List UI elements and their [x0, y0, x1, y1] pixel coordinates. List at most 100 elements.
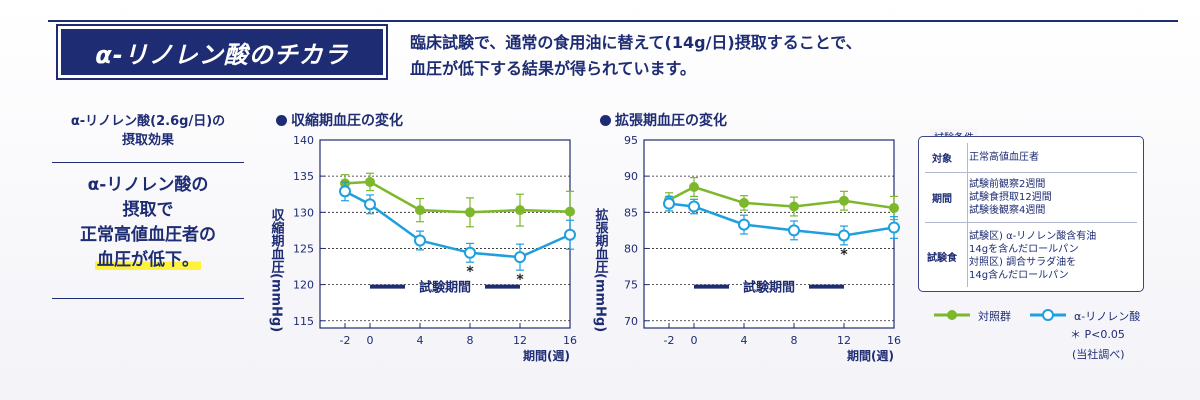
period-label: 試験期間 [743, 280, 795, 296]
side-caption: α-リノレン酸(2.6g/日)の 摂取効果 [52, 112, 244, 150]
x-tick-label: 0 [367, 334, 374, 347]
legend-pvalue: ＊ P<0.05 [1070, 328, 1125, 341]
y-axis-label: 拡張期血圧(mmHg) [593, 207, 609, 332]
bullet-icon [600, 114, 611, 126]
side-divider-bottom [52, 298, 244, 299]
x-tick-label: 4 [417, 334, 424, 347]
significance-mark: * [840, 247, 848, 263]
right-chart-title: 拡張期血圧の変化 [600, 110, 727, 130]
top-rule [48, 20, 1178, 22]
data-point [789, 201, 799, 212]
conditions-value: 試験区) α-リノレン酸含有油 14gを含んだロールパン 対照区) 調合サラダ油… [965, 225, 1143, 287]
right-chart-title-text: 拡張期血圧の変化 [615, 113, 727, 129]
side-caption-line1: α-リノレン酸(2.6g/日)の [70, 114, 226, 129]
x-tick-label: 8 [791, 334, 798, 347]
data-point [564, 228, 576, 241]
header-title-box: α-リノレン酸のチカラ [56, 24, 388, 80]
side-main-line3: 正常高値血圧者の [80, 225, 216, 245]
conditions-value-line: 正常高値血圧者 [969, 151, 1039, 163]
y-tick-label: 135 [293, 170, 314, 183]
conditions-row-target: 対象 正常高値血圧者 [919, 145, 1143, 169]
conditions-value: 正常高値血圧者 [965, 145, 1143, 169]
legend-control-marker [934, 310, 970, 320]
conditions-value-line: 試験食摂取12週間 [969, 191, 1052, 203]
y-tick-label: 130 [293, 206, 314, 219]
data-point [515, 205, 525, 216]
data-point [663, 197, 675, 210]
x-tick-label: 8 [467, 334, 474, 347]
data-point [514, 251, 526, 264]
data-point [839, 195, 849, 206]
data-point [464, 246, 476, 259]
legend-ala-marker [1030, 309, 1066, 321]
y-tick-label: 120 [293, 279, 314, 292]
conditions-table: 対象 正常高値血圧者 期間 試験前観察2週間 試験食摂取12週間 試験後観察4週… [918, 136, 1144, 292]
period-label: 試験期間 [419, 280, 471, 296]
x-tick-label: -2 [664, 334, 675, 347]
side-divider [52, 162, 244, 163]
x-tick-label: -2 [340, 334, 351, 347]
y-tick-label: 95 [624, 134, 638, 147]
conditions-row-period: 期間 試験前観察2週間 試験食摂取12週間 試験後観察4週間 [919, 175, 1143, 219]
y-tick-label: 115 [293, 315, 314, 328]
significance-mark: * [466, 264, 474, 280]
x-tick-label: 16 [563, 334, 577, 347]
x-tick-label: 0 [691, 334, 698, 347]
data-point [738, 218, 750, 231]
conditions-value-line: 対照区) 調合サラダ油を [969, 257, 1077, 268]
side-main-line1: α-リノレン酸の [87, 175, 209, 195]
y-axis-label: 収縮期血圧(mmHg) [269, 208, 285, 332]
x-tick-label: 12 [837, 334, 851, 347]
header-title: α-リノレン酸のチカラ [95, 40, 349, 69]
side-main-line2: 摂取で [122, 200, 174, 220]
left-chart-title-text: 収縮期血圧の変化 [291, 113, 403, 129]
side-main-line4: 血圧が低下。 [95, 250, 201, 270]
conditions-row-food: 試験食 試験区) α-リノレン酸含有油 14gを含んだロールパン 対照区) 調合… [919, 225, 1143, 287]
conditions-divider [925, 172, 1137, 173]
data-point [788, 224, 800, 237]
significance-mark: * [516, 272, 524, 288]
y-tick-label: 90 [624, 170, 638, 183]
header-description: 臨床試験で、通常の食用油に替えて(14g/日)摂取することで、 血圧が低下する結… [410, 30, 1170, 82]
conditions-column-divider [967, 143, 968, 287]
data-point [688, 200, 700, 213]
source-note: (当社調べ) [1072, 348, 1125, 361]
data-point [414, 234, 426, 247]
conditions-value: 試験前観察2週間 試験食摂取12週間 試験後観察4週間 [965, 175, 1143, 219]
conditions-value-line: 試験前観察2週間 [969, 178, 1046, 190]
side-panel: α-リノレン酸(2.6g/日)の 摂取効果 α-リノレン酸の 摂取で 正常高値血… [52, 112, 244, 273]
left-chart-title: 収縮期血圧の変化 [276, 110, 403, 130]
x-axis-label: 期間(週) [847, 348, 894, 363]
data-point [415, 205, 425, 216]
y-tick-label: 125 [293, 242, 314, 255]
conditions-value-line: 試験区) α-リノレン酸含有油 [969, 231, 1097, 242]
data-point [565, 206, 575, 217]
x-tick-label: 4 [741, 334, 748, 347]
x-tick-label: 16 [887, 334, 901, 347]
conditions-key: 期間 [932, 193, 952, 205]
x-tick-label: 12 [513, 334, 527, 347]
conditions-divider [925, 222, 1137, 223]
conditions-key: 試験食 [927, 252, 957, 264]
header-desc-line1: 臨床試験で、通常の食用油に替えて(14g/日)摂取することで、 [410, 33, 862, 52]
data-point [365, 176, 375, 187]
conditions-key: 対象 [932, 153, 952, 165]
data-point [339, 185, 351, 198]
y-tick-label: 85 [624, 206, 638, 219]
bullet-icon [276, 114, 287, 126]
legend-ala-label: α-リノレン酸 [1074, 310, 1141, 323]
legend-control-label: 対照群 [978, 310, 1011, 323]
conditions-value-line: 14gを含んだロールパン [969, 244, 1079, 255]
data-point [889, 202, 899, 213]
data-point [689, 182, 699, 192]
data-point [739, 197, 749, 208]
plot-area [319, 139, 571, 329]
side-caption-line2: 摂取効果 [121, 133, 174, 148]
y-tick-label: 75 [624, 279, 638, 292]
y-tick-label: 70 [624, 315, 638, 328]
data-point [888, 221, 900, 234]
side-main-text: α-リノレン酸の 摂取で 正常高値血圧者の 血圧が低下。 [52, 173, 244, 273]
y-tick-label: 80 [624, 242, 638, 255]
